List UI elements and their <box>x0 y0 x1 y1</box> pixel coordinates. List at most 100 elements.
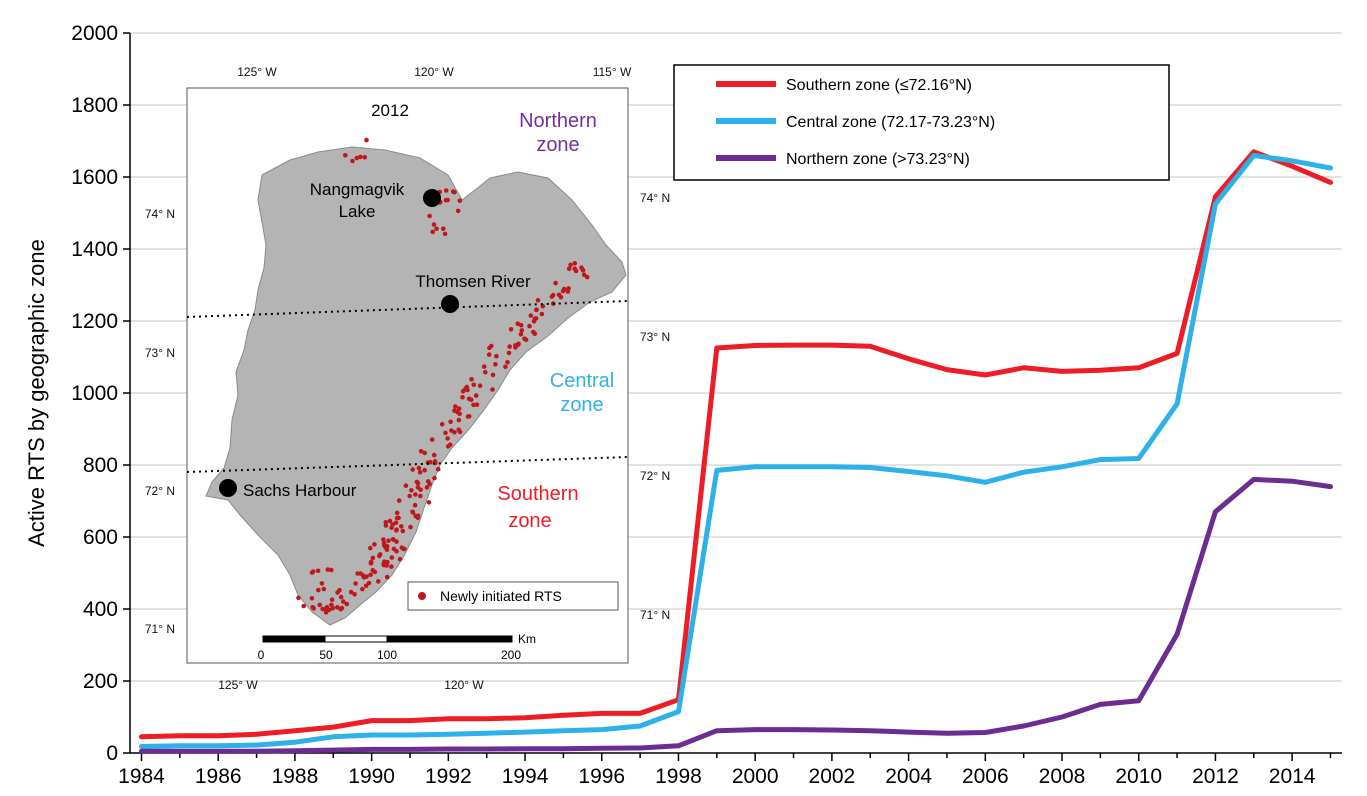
x-tick-label: 2010 <box>1115 765 1162 788</box>
rts-point <box>428 459 433 465</box>
rts-point <box>402 546 407 552</box>
rts-point <box>389 525 394 530</box>
series-line-northern <box>139 476 1333 754</box>
inset-map: 125° W 120° W 115° W 125° W 120° W 74° N… <box>145 65 670 692</box>
rts-point <box>343 153 348 158</box>
rts-point <box>518 332 524 337</box>
x-tick-label: 1990 <box>348 765 395 788</box>
rts-point <box>310 605 316 610</box>
rts-point <box>410 467 416 472</box>
zone-label-southern-2: zone <box>508 510 551 532</box>
rts-point <box>465 387 470 393</box>
rts-point <box>397 556 403 562</box>
x-tick-label: 2008 <box>1039 765 1086 788</box>
rts-point <box>535 298 541 303</box>
rts-point <box>494 353 499 359</box>
rts-point-cloud <box>296 137 590 615</box>
rts-point <box>445 197 451 203</box>
place-marker-thomsen <box>441 295 459 313</box>
rts-point <box>381 540 387 546</box>
rts-point <box>513 345 518 350</box>
rts-point <box>429 437 435 442</box>
scale-bar: Km 0 50 100 200 <box>258 632 536 662</box>
scale-tick: 100 <box>377 648 397 662</box>
rts-point <box>418 493 423 499</box>
map-legend-swatch <box>418 592 426 600</box>
legend-label-northern: Northern zone (>73.23°N) <box>786 151 970 168</box>
rts-point <box>354 155 360 161</box>
rts-point <box>329 597 335 602</box>
rts-point <box>400 528 406 534</box>
scale-tick: 0 <box>258 648 265 662</box>
y-tick-label: 1400 <box>71 238 118 261</box>
rts-point <box>572 261 578 266</box>
rts-point <box>387 518 393 524</box>
zone-label-northern-2: zone <box>536 134 579 156</box>
rts-point <box>391 537 396 542</box>
rts-point <box>413 492 418 497</box>
rts-point <box>455 208 461 214</box>
x-tick-label: 2012 <box>1192 765 1239 788</box>
rts-point <box>417 469 423 475</box>
map-bottom-lon-tick: 125° W <box>218 678 258 692</box>
place-label-thomsen: Thomsen River <box>415 272 531 291</box>
rts-point <box>457 429 463 435</box>
map-right-lat-tick: 73° N <box>640 330 670 344</box>
rts-point <box>385 559 390 565</box>
rts-point <box>561 286 567 292</box>
rts-point <box>445 444 451 449</box>
rts-point <box>403 483 409 489</box>
y-tick-label: 1000 <box>71 382 118 405</box>
rts-point <box>471 402 476 408</box>
rts-point <box>407 493 413 499</box>
zone-divider-south <box>186 456 629 473</box>
rts-point <box>531 318 537 324</box>
place-label-nangmagvik: Nangmagvik <box>310 180 405 199</box>
rts-point <box>329 567 334 573</box>
rts-point <box>415 513 421 519</box>
zone-label-central: Central <box>550 370 614 392</box>
rts-point <box>531 329 536 335</box>
map-top-lon-tick: 120° W <box>414 65 454 79</box>
rts-point <box>507 344 512 349</box>
rts-point <box>518 322 524 328</box>
rts-point <box>355 571 360 576</box>
scale-tick: 200 <box>501 648 521 662</box>
map-legend-label: Newly initiated RTS <box>440 588 562 604</box>
rts-point <box>409 488 414 493</box>
rts-point <box>558 294 564 300</box>
rts-point <box>528 313 534 318</box>
rts-point <box>508 327 514 332</box>
map-top-lon-tick: 125° W <box>237 65 277 79</box>
rts-point <box>426 500 432 505</box>
y-tick-label: 800 <box>83 454 118 477</box>
rts-point <box>441 226 446 231</box>
map-top-lon-tick: 115° W <box>593 65 632 79</box>
rts-point <box>344 601 350 607</box>
rts-point <box>376 579 381 584</box>
map-year: 2012 <box>371 101 409 120</box>
rts-point <box>320 606 326 612</box>
rts-point <box>410 510 416 515</box>
rts-point <box>439 421 445 427</box>
rts-point <box>456 417 462 423</box>
series-line-central <box>139 152 1333 749</box>
map-legend-box <box>407 581 619 611</box>
rts-point <box>319 581 325 586</box>
rts-point <box>519 328 525 333</box>
map-right-lat-tick: 74° N <box>640 191 670 205</box>
rts-point <box>325 567 331 572</box>
rts-point <box>445 436 450 441</box>
chart-legend: Southern zone (≤72.16°N) Central zone (7… <box>673 64 1170 181</box>
rts-point <box>487 345 492 351</box>
y-axis-label: Active RTS by geographic zone <box>24 239 49 547</box>
y-tick-label: 1800 <box>71 94 118 117</box>
rts-point <box>550 292 556 298</box>
rts-point <box>348 589 354 595</box>
banks-island-landmass <box>205 146 627 626</box>
rts-point <box>466 414 472 419</box>
x-tick-label: 2002 <box>809 765 856 788</box>
rts-point <box>358 154 363 160</box>
map-left-lat-tick: 72° N <box>145 484 175 498</box>
rts-point <box>442 231 448 237</box>
